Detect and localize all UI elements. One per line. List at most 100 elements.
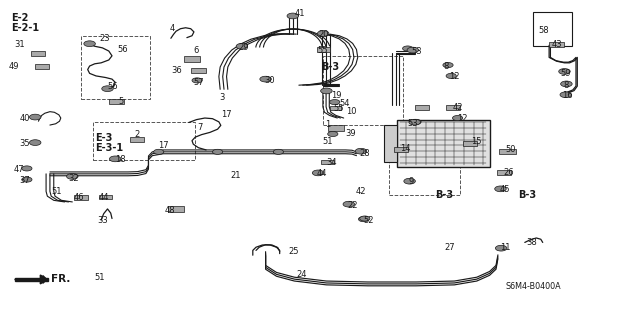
Text: 24: 24: [296, 270, 307, 279]
Text: S6M4-B0400A: S6M4-B0400A: [506, 282, 561, 291]
Text: 10: 10: [346, 107, 356, 116]
Text: 12: 12: [449, 72, 460, 81]
Circle shape: [154, 149, 164, 154]
Text: 22: 22: [348, 201, 358, 210]
Bar: [317, 47, 330, 52]
Text: 51: 51: [95, 273, 105, 282]
Text: 3: 3: [220, 93, 225, 102]
Text: 50: 50: [506, 145, 516, 154]
Text: 57: 57: [193, 78, 204, 87]
Text: 44: 44: [99, 193, 109, 202]
Text: 53: 53: [412, 47, 422, 56]
Text: 32: 32: [68, 174, 79, 182]
Text: 56: 56: [108, 82, 118, 91]
Bar: [109, 99, 124, 104]
Text: E-3-1: E-3-1: [95, 143, 123, 153]
Text: 51: 51: [323, 137, 333, 146]
Text: 18: 18: [115, 155, 126, 164]
Circle shape: [407, 47, 419, 53]
Bar: [191, 68, 206, 73]
Circle shape: [443, 63, 453, 68]
Text: 7: 7: [197, 123, 202, 132]
Text: 46: 46: [74, 193, 84, 202]
Text: 20: 20: [318, 30, 328, 39]
Bar: [384, 125, 397, 162]
Text: 29: 29: [238, 43, 248, 52]
Text: 19: 19: [332, 91, 342, 100]
Bar: [93, 122, 195, 160]
Text: 55: 55: [333, 104, 344, 113]
Text: 54: 54: [339, 99, 349, 108]
Circle shape: [330, 100, 340, 105]
Text: 6: 6: [193, 46, 198, 55]
Circle shape: [236, 43, 248, 49]
Bar: [397, 120, 490, 167]
Text: 17: 17: [221, 110, 232, 119]
Circle shape: [192, 78, 202, 83]
Circle shape: [67, 174, 78, 179]
Text: 23: 23: [99, 34, 110, 43]
Text: 52: 52: [363, 216, 373, 225]
Circle shape: [495, 186, 506, 192]
Text: 31: 31: [14, 40, 25, 48]
Circle shape: [102, 86, 113, 92]
Circle shape: [22, 177, 32, 182]
Bar: [499, 149, 516, 154]
Text: 59: 59: [561, 69, 571, 78]
Text: 36: 36: [172, 66, 182, 75]
Circle shape: [29, 140, 41, 145]
Bar: [74, 195, 88, 200]
Text: B-3: B-3: [321, 62, 339, 72]
Circle shape: [109, 156, 121, 162]
Bar: [168, 206, 184, 212]
Circle shape: [260, 76, 271, 82]
Text: 1: 1: [325, 120, 330, 129]
Text: 9: 9: [408, 177, 413, 186]
Text: 47: 47: [14, 165, 25, 174]
Bar: [99, 195, 112, 199]
Text: 14: 14: [400, 145, 410, 153]
Circle shape: [287, 13, 298, 19]
Circle shape: [559, 69, 570, 74]
Text: 28: 28: [360, 149, 371, 158]
Circle shape: [22, 166, 32, 171]
Bar: [389, 127, 460, 195]
Circle shape: [212, 149, 223, 154]
Circle shape: [411, 119, 421, 124]
Text: 8: 8: [563, 81, 568, 90]
Text: 8: 8: [444, 62, 449, 71]
Text: 5: 5: [118, 97, 124, 106]
Bar: [463, 141, 477, 146]
Bar: [497, 170, 511, 175]
Text: B-3: B-3: [435, 190, 453, 200]
Text: 17: 17: [158, 141, 169, 150]
Text: 33: 33: [97, 216, 108, 225]
Bar: [35, 64, 49, 69]
Circle shape: [360, 216, 370, 221]
Text: 42: 42: [355, 187, 365, 196]
Text: 38: 38: [526, 238, 537, 247]
Text: FR.: FR.: [51, 274, 70, 284]
Text: 37: 37: [19, 176, 30, 185]
Circle shape: [355, 148, 367, 154]
Text: 40: 40: [19, 115, 29, 123]
Bar: [446, 105, 460, 110]
Polygon shape: [15, 275, 47, 284]
Bar: [31, 51, 45, 56]
Circle shape: [409, 119, 420, 125]
Text: 16: 16: [562, 91, 573, 100]
Bar: [184, 56, 200, 62]
Bar: [323, 56, 403, 125]
Polygon shape: [15, 278, 48, 281]
Text: 56: 56: [117, 45, 128, 54]
Text: 39: 39: [346, 130, 356, 138]
Text: 42: 42: [452, 103, 463, 112]
Bar: [330, 106, 341, 110]
Circle shape: [312, 170, 324, 176]
Text: E-3: E-3: [95, 133, 112, 143]
Bar: [394, 147, 408, 152]
Circle shape: [84, 41, 95, 47]
Text: 27: 27: [445, 243, 456, 252]
Circle shape: [358, 217, 369, 222]
Circle shape: [343, 201, 355, 207]
